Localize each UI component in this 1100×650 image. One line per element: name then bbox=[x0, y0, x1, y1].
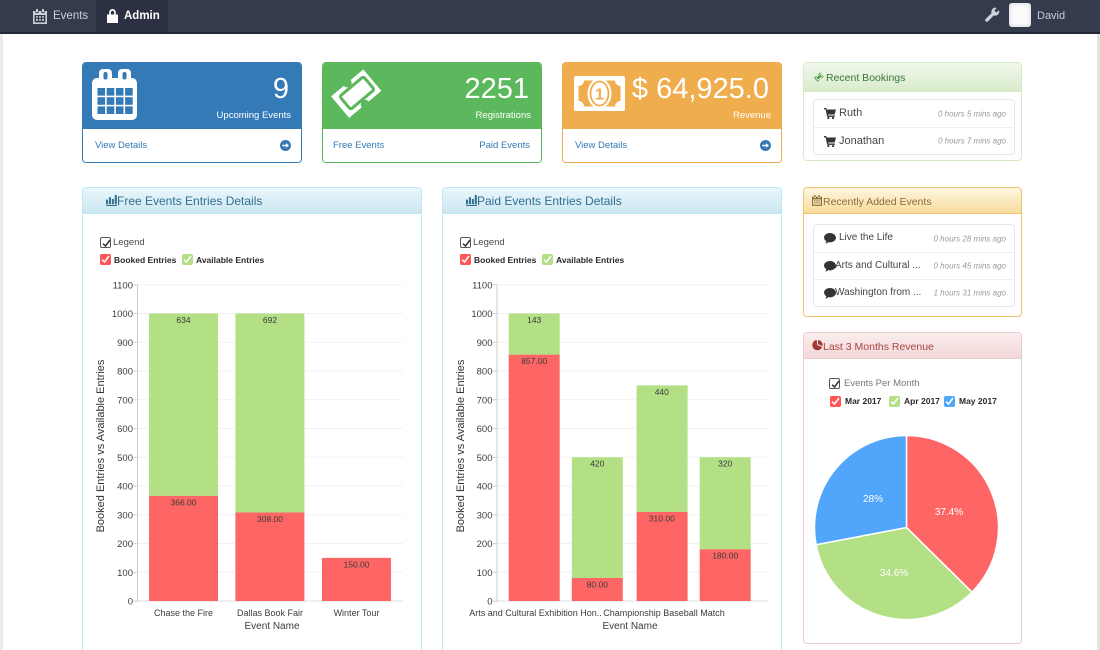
svg-text:700: 700 bbox=[477, 395, 493, 406]
svg-text:700: 700 bbox=[117, 395, 133, 406]
svg-text:Dallas Book Fair: Dallas Book Fair bbox=[237, 608, 303, 618]
svg-text:Arts and Cultural Exhibition H: Arts and Cultural Exhibition Hon.. bbox=[469, 608, 602, 618]
svg-text:800: 800 bbox=[117, 367, 133, 378]
svg-text:Booked Entries vs Available En: Booked Entries vs Available Entries bbox=[95, 359, 107, 532]
svg-text:1: 1 bbox=[595, 87, 604, 104]
svg-text:1100: 1100 bbox=[113, 280, 133, 291]
svg-text:900: 900 bbox=[477, 338, 493, 349]
svg-text:692: 692 bbox=[263, 315, 277, 325]
svg-text:634: 634 bbox=[176, 315, 190, 325]
svg-text:200: 200 bbox=[117, 539, 133, 550]
svg-text:Championship Baseball Match: Championship Baseball Match bbox=[603, 608, 725, 618]
svg-text:400: 400 bbox=[117, 482, 133, 493]
svg-text:800: 800 bbox=[477, 367, 493, 378]
svg-text:150.00: 150.00 bbox=[344, 559, 370, 569]
svg-text:28%: 28% bbox=[863, 494, 883, 505]
svg-text:34.6%: 34.6% bbox=[880, 568, 908, 579]
svg-text:100: 100 bbox=[477, 568, 493, 579]
svg-text:37.4%: 37.4% bbox=[935, 507, 963, 518]
svg-text:1100: 1100 bbox=[472, 280, 492, 291]
svg-text:440: 440 bbox=[655, 387, 669, 397]
svg-text:Event Name: Event Name bbox=[244, 621, 299, 632]
svg-text:0: 0 bbox=[128, 597, 133, 608]
svg-text:366.00: 366.00 bbox=[171, 497, 197, 507]
svg-text:900: 900 bbox=[117, 338, 133, 349]
svg-text:Chase the Fire: Chase the Fire bbox=[154, 608, 213, 618]
svg-text:310.00: 310.00 bbox=[649, 513, 675, 523]
svg-text:1000: 1000 bbox=[112, 309, 133, 320]
svg-text:600: 600 bbox=[117, 424, 133, 435]
svg-text:420: 420 bbox=[590, 459, 604, 469]
svg-text:1000: 1000 bbox=[471, 309, 492, 320]
svg-text:0: 0 bbox=[487, 597, 492, 608]
svg-text:308.00: 308.00 bbox=[257, 514, 283, 524]
svg-text:400: 400 bbox=[477, 482, 493, 493]
svg-text:Winter Tour: Winter Tour bbox=[334, 608, 380, 618]
svg-text:600: 600 bbox=[477, 424, 493, 435]
svg-text:Booked Entries vs Available En: Booked Entries vs Available Entries bbox=[455, 359, 467, 532]
svg-text:143: 143 bbox=[527, 315, 541, 325]
svg-text:80.00: 80.00 bbox=[587, 580, 609, 590]
svg-text:200: 200 bbox=[477, 539, 493, 550]
svg-text:500: 500 bbox=[477, 453, 493, 464]
svg-text:320: 320 bbox=[718, 459, 732, 469]
svg-text:180.00: 180.00 bbox=[712, 551, 738, 561]
svg-text:100: 100 bbox=[117, 568, 133, 579]
svg-text:857.00: 857.00 bbox=[521, 356, 547, 366]
svg-text:Event Name: Event Name bbox=[602, 621, 657, 632]
svg-text:300: 300 bbox=[477, 510, 493, 521]
svg-text:500: 500 bbox=[117, 453, 133, 464]
svg-text:300: 300 bbox=[117, 510, 133, 521]
